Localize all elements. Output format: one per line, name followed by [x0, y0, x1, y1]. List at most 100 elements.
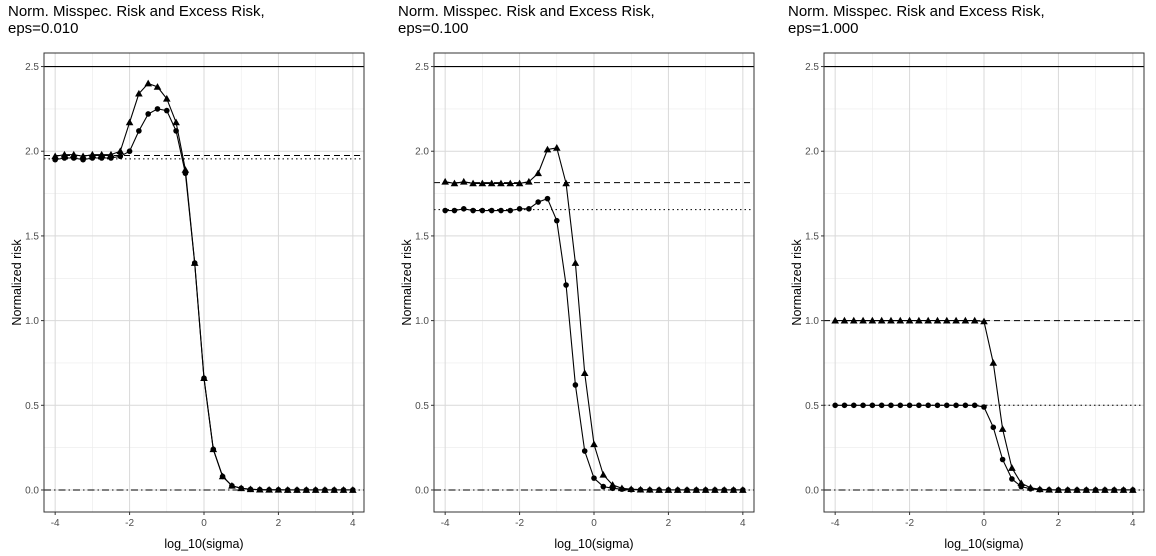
data-point-circle	[488, 207, 495, 214]
x-tick-label: -4	[51, 518, 60, 529]
y-tick-label: 1.0	[805, 316, 819, 327]
data-point-triangle	[989, 359, 998, 366]
data-point-triangle	[441, 177, 449, 185]
data-point-circle	[581, 448, 588, 454]
chart-panel-eps-1000: Norm. Misspec. Risk and Excess Risk, eps…	[780, 0, 1150, 556]
data-point-circle	[730, 487, 737, 493]
data-point-circle	[507, 207, 514, 214]
data-point-triangle	[571, 259, 580, 266]
data-point-circle	[1009, 476, 1015, 482]
data-point-triangle	[590, 440, 598, 448]
data-point-circle	[266, 487, 272, 493]
x-axis-title: log_10(sigma)	[554, 537, 633, 551]
data-point-triangle	[450, 179, 459, 187]
y-tick-label: 1.5	[805, 231, 819, 242]
y-tick-label: 0.0	[805, 485, 819, 496]
data-point-triangle	[942, 316, 951, 324]
y-axis-title: Normalized risk	[400, 239, 414, 326]
chart-title: Norm. Misspec. Risk and Excess Risk,	[398, 3, 655, 20]
y-tick-label: 0.0	[25, 485, 39, 496]
data-point-triangle	[896, 316, 905, 324]
data-point-triangle	[497, 179, 505, 187]
x-tick-label: 0	[201, 518, 207, 529]
data-point-circle	[294, 487, 300, 493]
data-point-circle	[312, 487, 319, 493]
data-point-circle	[470, 207, 476, 214]
data-point-triangle	[107, 150, 115, 158]
data-point-circle	[350, 487, 356, 493]
data-point-circle	[136, 128, 142, 134]
data-point-circle	[832, 402, 838, 409]
y-tick-label: 1.5	[25, 231, 39, 242]
data-point-triangle	[135, 89, 143, 97]
data-point-triangle	[859, 316, 867, 324]
data-point-circle	[1130, 487, 1136, 493]
data-point-circle	[563, 282, 569, 288]
data-point-triangle	[887, 316, 895, 324]
data-point-circle	[572, 382, 579, 388]
data-point-circle	[275, 487, 282, 493]
y-tick-label: 1.0	[25, 316, 39, 327]
chart-title: Norm. Misspec. Risk and Excess Risk,	[8, 3, 265, 20]
data-point-triangle	[933, 316, 942, 324]
data-point-circle	[1074, 487, 1080, 493]
data-point-circle	[163, 107, 170, 114]
panel-title: Norm. Misspec. Risk and Excess Risk, eps…	[8, 3, 265, 37]
y-tick-label: 2.0	[415, 147, 429, 158]
data-point-triangle	[88, 150, 97, 158]
data-point-triangle	[487, 179, 496, 187]
data-point-triangle	[97, 150, 106, 158]
data-point-circle	[943, 402, 950, 409]
data-point-circle	[609, 485, 616, 492]
data-point-circle	[52, 156, 58, 163]
data-point-triangle	[1008, 464, 1016, 471]
x-tick-label: -4	[831, 518, 840, 529]
data-point-triangle	[60, 150, 69, 158]
data-point-circle	[516, 206, 523, 212]
chart-panel-eps-0100: Norm. Misspec. Risk and Excess Risk, eps…	[390, 0, 760, 556]
data-point-circle	[906, 402, 913, 409]
data-point-circle	[925, 402, 931, 409]
data-point-circle	[229, 482, 235, 489]
data-point-circle	[721, 487, 728, 493]
data-point-circle	[303, 487, 310, 493]
data-point-circle	[442, 207, 448, 214]
data-point-triangle	[580, 369, 589, 376]
data-point-triangle	[868, 316, 877, 324]
data-point-circle	[1083, 487, 1090, 493]
data-point-circle	[990, 424, 997, 431]
plot-area: -4 -2 0 2 4 0.0 0.5 1.0 1.5 2.0 2.5 log_10(sigma) No…	[10, 52, 365, 551]
data-point-circle	[740, 487, 746, 493]
series-circle	[832, 402, 1136, 493]
x-tick-label: -2	[515, 518, 524, 529]
data-point-circle	[656, 487, 662, 493]
data-point-circle	[479, 207, 486, 214]
y-tick-label: 1.5	[415, 231, 429, 242]
data-point-circle	[219, 473, 226, 480]
data-point-circle	[460, 206, 467, 212]
chart-subtitle: eps=1.000	[788, 20, 859, 37]
plot-area: -4 -2 0 2 4 0.0 0.5 1.0 1.5 2.0 2.5 log_10(sigma) No…	[400, 52, 755, 551]
data-point-triangle	[162, 94, 171, 102]
chart-subtitle: eps=0.010	[8, 20, 79, 37]
data-point-circle	[934, 402, 941, 409]
y-tick-label: 2.5	[805, 62, 819, 73]
y-tick-label: 1.0	[415, 316, 429, 327]
x-tick-label: 4	[1130, 518, 1136, 529]
data-point-circle	[70, 155, 77, 161]
data-point-triangle	[831, 316, 839, 324]
data-point-triangle	[125, 118, 134, 126]
data-point-circle	[1055, 487, 1062, 493]
data-point-circle	[971, 402, 978, 409]
data-point-circle	[257, 486, 263, 493]
y-tick-label: 0.5	[805, 401, 819, 412]
data-point-triangle	[144, 79, 152, 87]
y-tick-label: 2.0	[805, 147, 819, 158]
data-point-circle	[154, 106, 161, 112]
data-point-circle	[841, 402, 848, 409]
data-point-circle	[201, 375, 207, 381]
data-point-circle	[340, 487, 347, 493]
plot-area: -4 -2 0 2 4 0.0 0.5 1.0 1.5 2.0 2.5 log_10(sigma) No…	[790, 52, 1145, 551]
data-point-circle	[619, 486, 625, 492]
data-point-circle	[628, 486, 635, 493]
